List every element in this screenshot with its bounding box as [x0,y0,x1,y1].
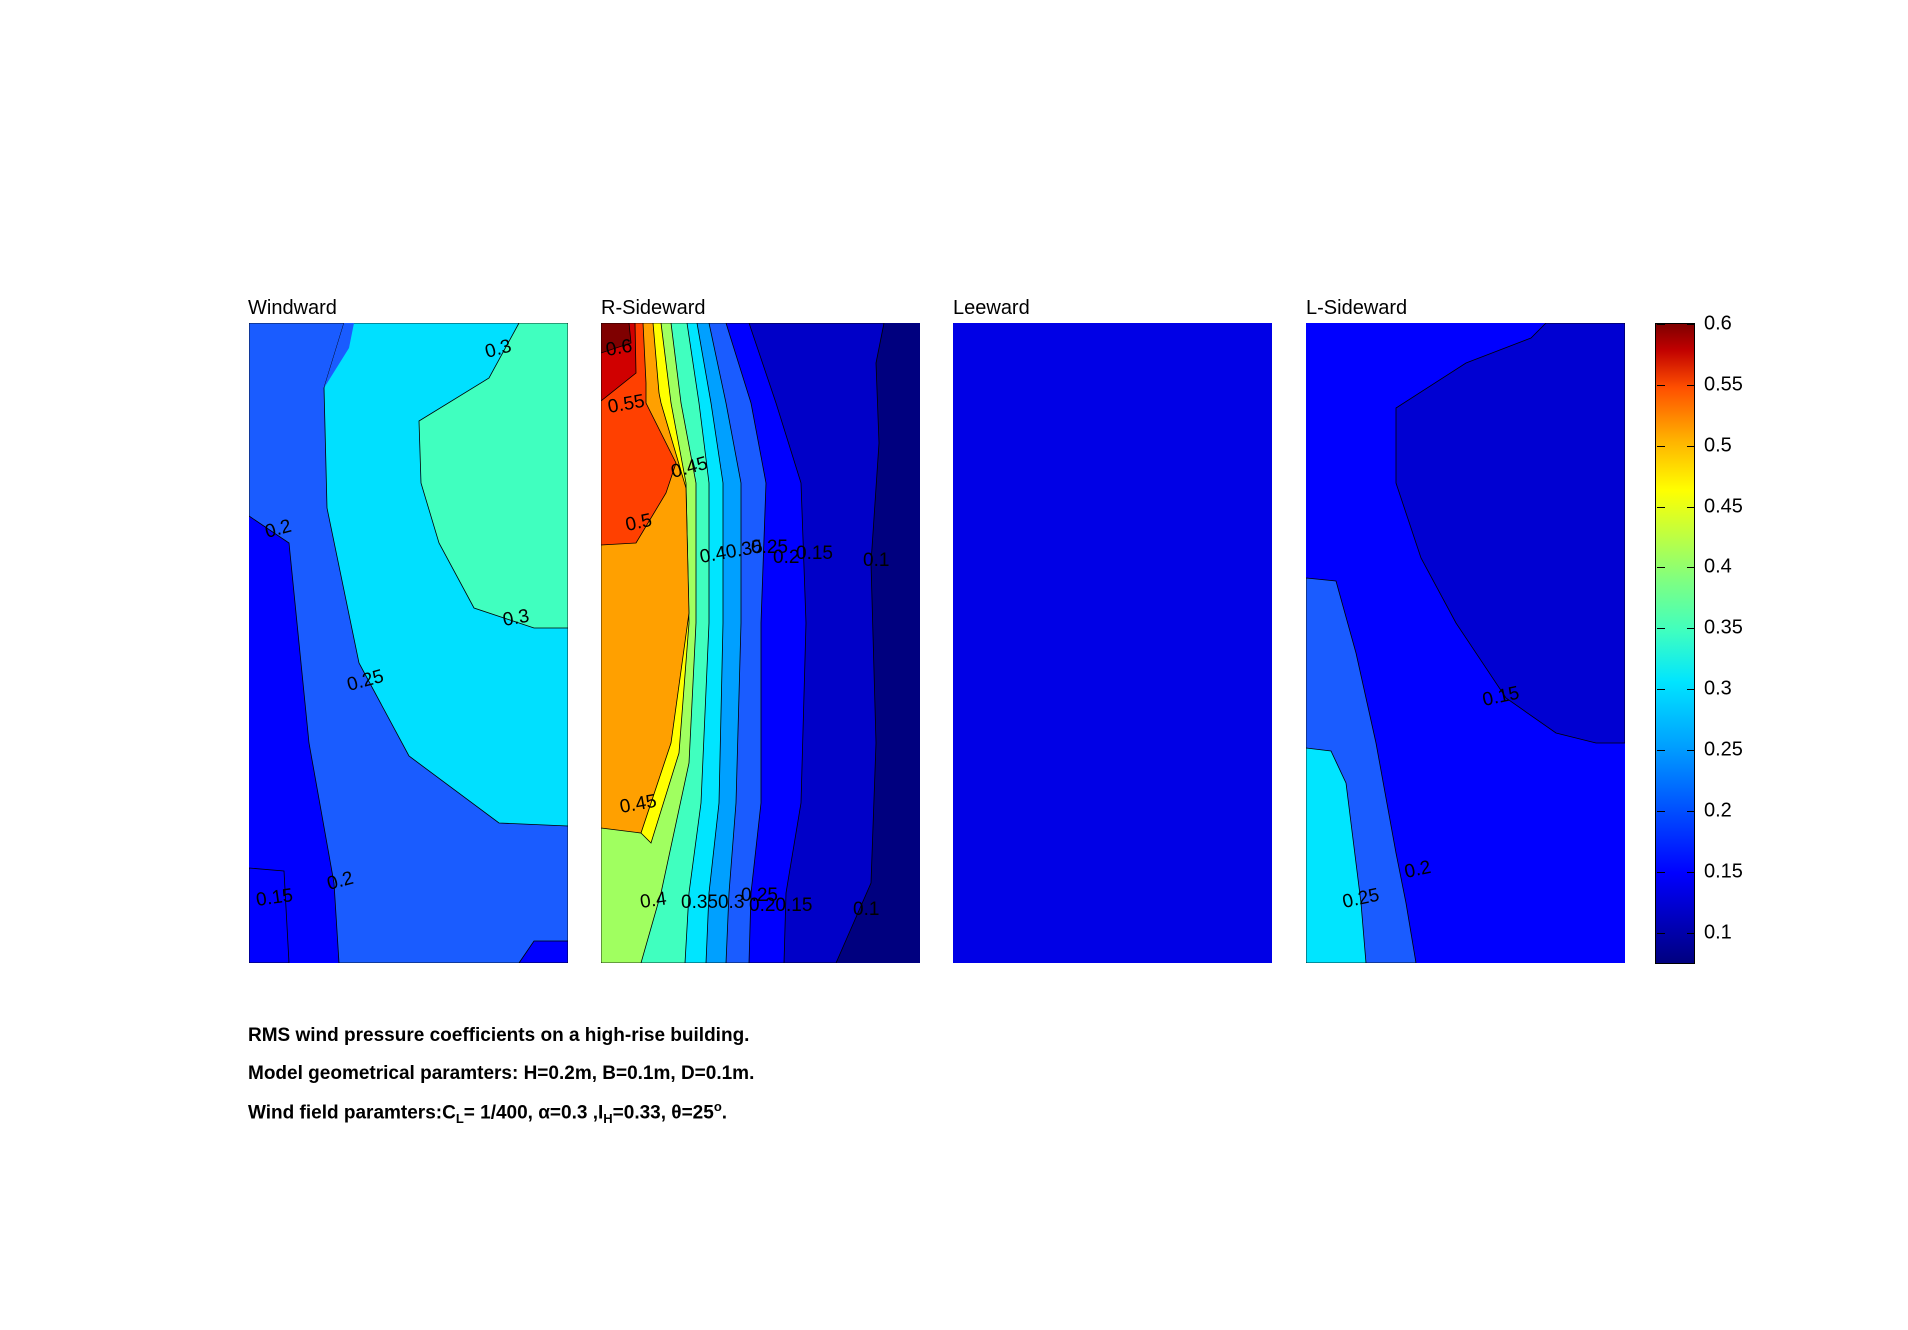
region-015-bottom [249,867,290,963]
colorbar-tick-label: 0.2 [1704,799,1732,822]
colorbar-tick-label: 0.4 [1704,555,1732,578]
colorbar-tick-label: 0.3 [1704,677,1732,700]
contour-label: 0.6 [604,336,634,361]
contour-label: 0.350.3 [681,892,744,913]
colorbar [1655,323,1695,964]
colorbar-tick-label: 0.1 [1704,921,1732,944]
colorbar-tick-right [1687,506,1695,508]
colorbar-tick-left [1657,810,1665,812]
colorbar-tick-left [1657,324,1665,325]
colorbar-tick-right [1687,384,1695,386]
contour-label: 0.1 [853,899,879,920]
colorbar-tick-right [1687,628,1695,630]
colorbar-tick-left [1657,750,1665,751]
colorbar-tick-label: 0.6 [1704,312,1732,335]
colorbar-tick-label: 0.15 [1704,860,1743,883]
colorbar-tick-left [1657,689,1665,691]
contour-plot-windward: 0.3 0.2 0.3 0.25 0.15 0.2 [249,323,568,963]
contour-label: 0.2 [773,547,799,568]
caption-line-1: RMS wind pressure coefficients on a high… [248,1025,750,1046]
colorbar-tick-left [1657,445,1665,447]
colorbar-tick-left [1657,506,1665,508]
contour-label: 0.15 [255,885,295,911]
colorbar-tick-right [1687,810,1695,812]
colorbar-tick-right [1687,445,1695,447]
contour-label: 0.3 [501,606,531,631]
colorbar-tick-left [1657,567,1665,569]
colorbar-tick-left [1657,384,1665,386]
colorbar-tick-right [1687,932,1695,934]
caption-line-2: Model geometrical paramters: H=0.2m, B=0… [248,1063,755,1084]
contour-label: 0.25 [751,537,788,558]
region-07 [601,323,632,354]
region-uniform [953,323,1272,963]
contour-label: 0.4 [639,888,669,913]
panel-title-windward: Windward [248,297,337,319]
contour-plot-l-sideward: 0.15 0.2 0.25 [1306,323,1625,963]
colorbar-tick-left [1657,932,1665,934]
region-02-top [324,323,354,388]
caption-line-3: Wind field paramters:CL= 1/400, α=0.3 ,I… [248,1099,728,1127]
panel-title-r-sideward: R-Sideward [601,297,706,319]
contour-plot-leeward [953,323,1272,963]
region-03 [418,323,568,629]
colorbar-tick-left [1657,871,1665,873]
region-01 [1395,323,1625,744]
colorbar-tick-label: 0.5 [1704,434,1732,457]
panel-title-l-sideward: L-Sideward [1306,297,1408,319]
colorbar-tick-right [1687,567,1695,569]
colorbar-tick-right [1687,871,1695,873]
colorbar-tick-label: 0.25 [1704,738,1743,761]
colorbar-tick-left [1657,628,1665,630]
contour-label: 0.25 [741,885,778,906]
region-015-right [518,940,568,963]
colorbar-tick-right [1687,689,1695,691]
contour-label: 0.15 [796,543,833,564]
contour-plot-r-sideward: 0.6 0.55 0.45 0.5 0.40.35 0.25 0.2 0.15 … [601,323,920,963]
region-025 [1306,747,1367,963]
colorbar-tick-right [1687,324,1695,325]
colorbar-tick-label: 0.45 [1704,495,1743,518]
panel-title-leeward: Leeward [953,297,1030,319]
colorbar-tick-label: 0.55 [1704,373,1743,396]
contour-label: 0.1 [863,550,889,571]
colorbar-tick-right [1687,750,1695,751]
colorbar-tick-label: 0.35 [1704,616,1743,639]
contour-label: 0.20.15 [749,895,812,916]
